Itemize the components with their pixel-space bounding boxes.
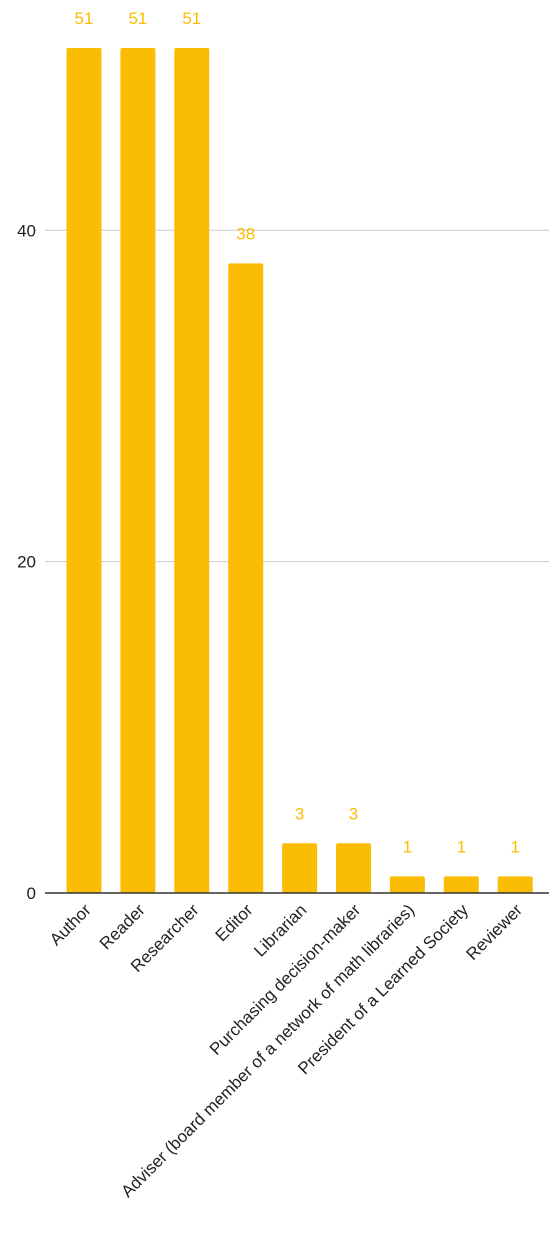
x-label-editor: Editor [212,900,257,945]
bars [66,48,533,893]
bar-president-of-a-learned-society [443,876,479,893]
x-label-reader: Reader [96,900,149,953]
data-label-purchasing-decision-maker: 3 [349,804,358,823]
data-label-researcher: 51 [182,9,201,28]
y-tick-label-20: 20 [17,553,36,572]
bar-reader [120,48,156,893]
bar-purchasing-decision-maker [336,843,371,893]
x-label-author: Author [46,900,95,949]
y-axis-ticks: 0 20 40 [17,221,36,903]
data-label-librarian: 3 [295,804,304,823]
data-label-author: 51 [75,9,94,28]
bar-author [66,48,102,893]
bar-editor [228,263,264,893]
data-labels: 51 51 51 38 3 3 1 1 1 [75,9,520,856]
data-label-reader: 51 [128,9,147,28]
data-label-adviser-board-member-of-a-network-of-math-libraries: 1 [403,837,412,856]
y-tick-label-40: 40 [17,221,36,240]
bar-reviewer [497,876,533,893]
bar-librarian [282,843,318,893]
data-label-president-of-a-learned-society: 1 [457,837,466,856]
data-label-editor: 38 [236,224,255,243]
y-tick-label-0: 0 [27,884,36,903]
x-label-reviewer: Reviewer [462,900,526,964]
bar-adviser-board-member-of-a-network-of-math-libraries [389,876,425,893]
data-label-reviewer: 1 [510,837,519,856]
bar-researcher [174,48,210,893]
